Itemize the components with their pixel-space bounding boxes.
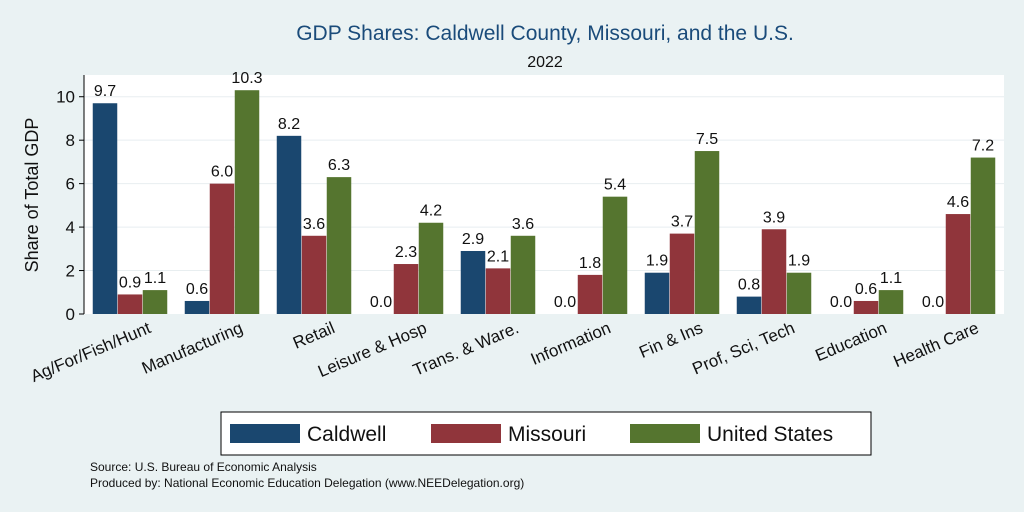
x-tick-label: Fin & Ins bbox=[636, 318, 705, 362]
data-label: 0.0 bbox=[370, 294, 392, 311]
data-label: 3.6 bbox=[303, 216, 325, 233]
x-tick-label: Ag/For/Fish/Hunt bbox=[28, 318, 154, 386]
data-label: 7.2 bbox=[972, 138, 994, 155]
bar-united-states bbox=[694, 151, 720, 314]
data-label: 2.1 bbox=[487, 248, 509, 265]
data-label: 0.0 bbox=[830, 294, 852, 311]
data-label: 3.9 bbox=[763, 209, 785, 226]
x-tick-label: Retail bbox=[290, 318, 337, 352]
y-axis-label: Share of Total GDP bbox=[22, 118, 42, 273]
bar-missouri bbox=[945, 214, 971, 314]
data-label: 8.2 bbox=[278, 116, 300, 133]
data-label: 0.0 bbox=[554, 294, 576, 311]
bar-united-states bbox=[602, 196, 628, 314]
x-tick-label: Prof, Sci, Tech bbox=[690, 318, 798, 378]
data-label: 4.2 bbox=[420, 203, 442, 220]
data-label: 6.3 bbox=[328, 157, 350, 174]
value-labels: 9.70.9 1.10.66.010.38.23.66.30.02.34.22.9… bbox=[94, 70, 994, 311]
produced-note: Produced by: National Economic Education… bbox=[90, 476, 524, 490]
y-tick-label: 0 bbox=[66, 305, 75, 324]
y-tick-label: 4 bbox=[66, 218, 75, 237]
bar-united-states bbox=[970, 157, 996, 314]
data-label: 10.3 bbox=[231, 70, 262, 87]
legend-swatch bbox=[630, 424, 700, 443]
data-label: 5.4 bbox=[604, 177, 626, 194]
bar-missouri bbox=[669, 233, 695, 314]
data-label: 4.6 bbox=[947, 194, 969, 211]
bar-caldwell bbox=[184, 300, 210, 314]
data-label: 6.0 bbox=[211, 164, 233, 181]
legend-swatch bbox=[431, 424, 501, 443]
bar-missouri bbox=[853, 300, 879, 314]
y-tick-label: 10 bbox=[56, 88, 75, 107]
bar-caldwell bbox=[92, 103, 118, 314]
legend-label: Missouri bbox=[508, 423, 586, 446]
chart-title: GDP Shares: Caldwell County, Missouri, a… bbox=[296, 22, 794, 45]
data-label: 2.9 bbox=[462, 231, 484, 248]
data-label: 1.9 bbox=[788, 253, 810, 270]
data-label: 3.6 bbox=[512, 216, 534, 233]
y-tick-label: 8 bbox=[66, 131, 75, 150]
data-label: 1.1 bbox=[880, 270, 902, 287]
chart-subtitle: 2022 bbox=[527, 54, 563, 71]
bar-missouri bbox=[761, 229, 787, 314]
bar-caldwell bbox=[276, 135, 302, 314]
legend-label: Caldwell bbox=[307, 423, 386, 446]
bar-caldwell bbox=[736, 296, 762, 314]
y-tick-label: 2 bbox=[66, 262, 75, 281]
y-tick-label: 6 bbox=[66, 175, 75, 194]
x-tick-label: Trans. & Ware. bbox=[410, 318, 521, 380]
data-label: 0.6 bbox=[855, 281, 877, 298]
x-tick-label: Education bbox=[813, 318, 890, 365]
bars-layer bbox=[92, 90, 996, 314]
data-label: 0.6 bbox=[186, 281, 208, 298]
bar-united-states bbox=[786, 272, 812, 314]
bar-missouri bbox=[301, 235, 327, 314]
x-tick-label: Manufacturing bbox=[139, 318, 246, 378]
bar-missouri bbox=[577, 274, 603, 314]
legend-box bbox=[220, 411, 872, 456]
bar-caldwell bbox=[644, 272, 670, 314]
bar-missouri bbox=[485, 268, 511, 314]
legend: Caldwell Missouri United States bbox=[220, 411, 872, 456]
bar-united-states bbox=[510, 235, 536, 314]
legend-items: Caldwell Missouri United States bbox=[230, 423, 833, 446]
data-label: 0.0 bbox=[922, 294, 944, 311]
source-note: Source: U.S. Bureau of Economic Analysis bbox=[90, 460, 317, 474]
legend-swatch bbox=[230, 424, 300, 443]
data-label: 1.9 bbox=[646, 253, 668, 270]
data-label: 2.3 bbox=[395, 244, 417, 261]
x-tick-label: Information bbox=[528, 318, 614, 369]
bar-caldwell bbox=[460, 250, 486, 314]
bar-missouri bbox=[393, 264, 419, 314]
y-ticks: 0 2 4 6 8 10 bbox=[56, 88, 84, 324]
data-label: 3.7 bbox=[671, 214, 693, 231]
bar-united-states bbox=[878, 290, 904, 314]
x-tick-label: Health Care bbox=[891, 318, 982, 371]
data-label: 7.5 bbox=[696, 131, 718, 148]
bar-missouri bbox=[117, 294, 143, 314]
legend-label: United States bbox=[707, 423, 833, 446]
bar-united-states bbox=[418, 222, 444, 314]
bar-united-states bbox=[326, 177, 352, 314]
data-label: 1.8 bbox=[579, 255, 601, 272]
bar-missouri bbox=[209, 183, 235, 314]
data-label: 0.8 bbox=[738, 277, 760, 294]
data-label: 1.1 bbox=[144, 270, 166, 287]
data-label: 0.9 bbox=[119, 274, 141, 291]
bar-united-states bbox=[234, 90, 260, 314]
bar-united-states bbox=[142, 290, 168, 314]
data-label: 9.7 bbox=[94, 83, 116, 100]
